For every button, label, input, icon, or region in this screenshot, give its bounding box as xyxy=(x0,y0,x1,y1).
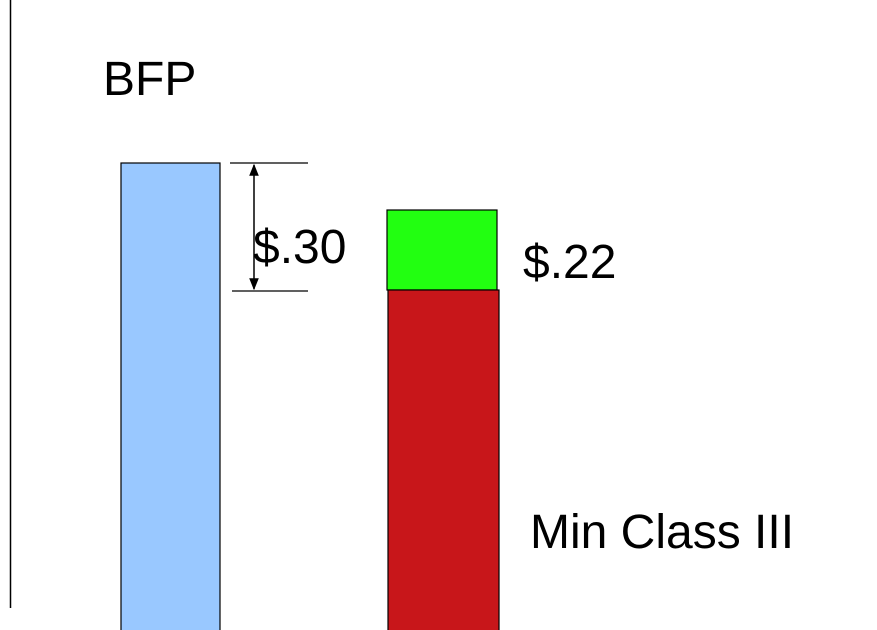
top-segment xyxy=(386,209,498,291)
difference-label: $.30 xyxy=(253,221,346,274)
bfp-bar xyxy=(120,162,221,630)
bottom-segment-label: Min Class III xyxy=(530,506,794,559)
title: BFP xyxy=(103,53,196,106)
bottom-segment xyxy=(387,289,500,630)
top-segment-label: $.22 xyxy=(523,236,616,289)
